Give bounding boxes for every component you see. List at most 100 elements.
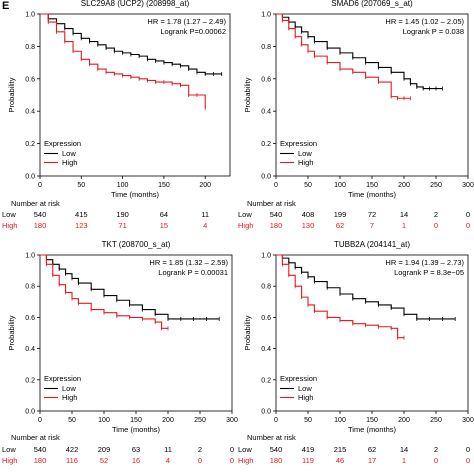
number-at-risk-label: Number at risk (11, 433, 60, 442)
legend-entry-high: High (298, 393, 313, 402)
risk-count: 540 (270, 445, 283, 454)
km-panel-1: SLC29A8 (UCP2) (208998_at) 0.0 0.2 0.4 0.6 0.… (2, 0, 231, 230)
km-panel-2: SMAD6 (207069_s_at) 0.0 0.2 0.4 0.6 0.8 1.0 Pro… (238, 0, 474, 230)
risk-count: 2 (434, 445, 438, 454)
risk-count: 408 (302, 210, 315, 219)
x-tick-label: 200 (162, 417, 174, 424)
x-tick-label: 100 (334, 417, 346, 424)
y-tick-label: 1.0 (261, 253, 271, 260)
risk-count: 180 (270, 456, 283, 465)
panel-letter: E (2, 0, 9, 12)
risk-count: 14 (400, 210, 408, 219)
risk-count: 52 (100, 456, 108, 465)
number-at-risk-label: Number at risk (11, 199, 60, 208)
risk-count: 209 (98, 445, 111, 454)
x-tick-label: 150 (366, 182, 378, 189)
risk-count: 540 (34, 445, 47, 454)
risk-row-label-high: High (238, 456, 253, 465)
legend-entry-low: Low (62, 384, 76, 393)
hazard-ratio-text: HR = 1.94 (1.39 – 2.73) (385, 258, 464, 267)
risk-row-label-low: Low (238, 210, 252, 219)
risk-count: 422 (66, 445, 79, 454)
y-tick-label: 0.4 (25, 346, 35, 353)
number-at-risk-label: Number at risk (247, 199, 296, 208)
y-tick-label: 0.6 (25, 76, 35, 83)
x-tick-label: 0 (274, 182, 278, 189)
y-tick-label: 0.0 (261, 409, 271, 416)
risk-count: 190 (116, 210, 129, 219)
y-tick-label: 0.2 (261, 141, 271, 148)
x-tick-label: 50 (77, 182, 85, 189)
risk-count: 540 (270, 210, 283, 219)
y-tick-label: 0.2 (25, 141, 35, 148)
risk-row-label-low: Low (2, 445, 16, 454)
x-tick-label: 100 (334, 182, 346, 189)
legend-entry-high: High (298, 158, 313, 167)
x-tick-label: 300 (462, 182, 474, 189)
risk-count: 180 (34, 221, 47, 230)
logrank-text: Logrank P = 0.00031 (158, 268, 228, 277)
risk-count: 15 (160, 221, 168, 230)
x-tick-label: 300 (462, 417, 474, 424)
logrank-text: Logrank P=0.00062 (160, 27, 226, 36)
y-tick-label: 0.2 (25, 377, 35, 384)
risk-count: 62 (368, 445, 376, 454)
risk-count: 180 (270, 221, 283, 230)
x-axis-label: Time (months) (111, 190, 160, 199)
hazard-ratio-text: HR = 1.85 (1.32 – 2.59) (149, 258, 228, 267)
km-curve-high (276, 254, 404, 339)
y-tick-label: 0.0 (25, 174, 35, 181)
legend-entry-low: Low (62, 149, 76, 158)
y-tick-label: 0.4 (261, 346, 271, 353)
number-at-risk-label: Number at risk (247, 433, 296, 442)
risk-count: 63 (132, 445, 140, 454)
risk-count: 1 (402, 456, 406, 465)
y-tick-label: 0.4 (25, 109, 35, 116)
risk-count: 123 (75, 221, 88, 230)
x-tick-label: 200 (398, 417, 410, 424)
logrank-text: Logrank P = 8.3e−05 (394, 268, 464, 277)
hazard-ratio-text: HR = 1.45 (1.02 – 2.05) (385, 17, 464, 26)
risk-count: 1 (402, 221, 406, 230)
y-tick-label: 0.0 (25, 409, 35, 416)
x-tick-label: 0 (274, 417, 278, 424)
plot-title: TUBB2A (204141_at) (334, 240, 410, 249)
risk-count: 11 (201, 210, 209, 219)
y-axis-label: Probability (243, 77, 252, 112)
x-tick-label: 50 (304, 417, 312, 424)
x-tick-label: 50 (304, 182, 312, 189)
x-tick-label: 300 (226, 417, 238, 424)
risk-count: 11 (164, 445, 172, 454)
legend-entry-low: Low (298, 384, 312, 393)
x-tick-label: 0 (38, 182, 42, 189)
risk-row-label-low: Low (2, 210, 16, 219)
y-axis-label: Probability (7, 77, 16, 112)
x-tick-label: 150 (366, 417, 378, 424)
risk-count: 199 (334, 210, 347, 219)
risk-count: 0 (230, 456, 234, 465)
legend-entry-high: High (62, 393, 77, 402)
risk-count: 0 (198, 456, 202, 465)
km-panel-4: TUBB2A (204141_at) 0.0 0.2 0.4 0.6 0.8 1.0 Prob… (238, 240, 474, 465)
legend-title: Expression (44, 139, 81, 148)
y-tick-label: 0.6 (261, 315, 271, 322)
km-panel-3: TKT (208700_s_at) 0.0 0.2 0.4 0.6 0.8 1.0 Proba… (2, 240, 238, 465)
risk-count: 0 (466, 210, 470, 219)
y-tick-label: 0.8 (261, 44, 271, 51)
risk-count: 0 (434, 221, 438, 230)
risk-count: 62 (336, 221, 344, 230)
y-axis-label: Probability (7, 315, 16, 350)
risk-count: 419 (302, 445, 315, 454)
plot-frame (39, 13, 231, 177)
risk-count: 17 (368, 456, 376, 465)
risk-count: 46 (336, 456, 344, 465)
logrank-text: Logrank P = 0.038 (403, 27, 464, 36)
legend-entry-high: High (62, 158, 77, 167)
x-tick-label: 50 (68, 417, 76, 424)
x-tick-label: 100 (117, 182, 129, 189)
legend-title: Expression (280, 374, 317, 383)
risk-count: 0 (230, 445, 234, 454)
risk-count: 0 (434, 456, 438, 465)
km-curve-high (40, 254, 168, 329)
